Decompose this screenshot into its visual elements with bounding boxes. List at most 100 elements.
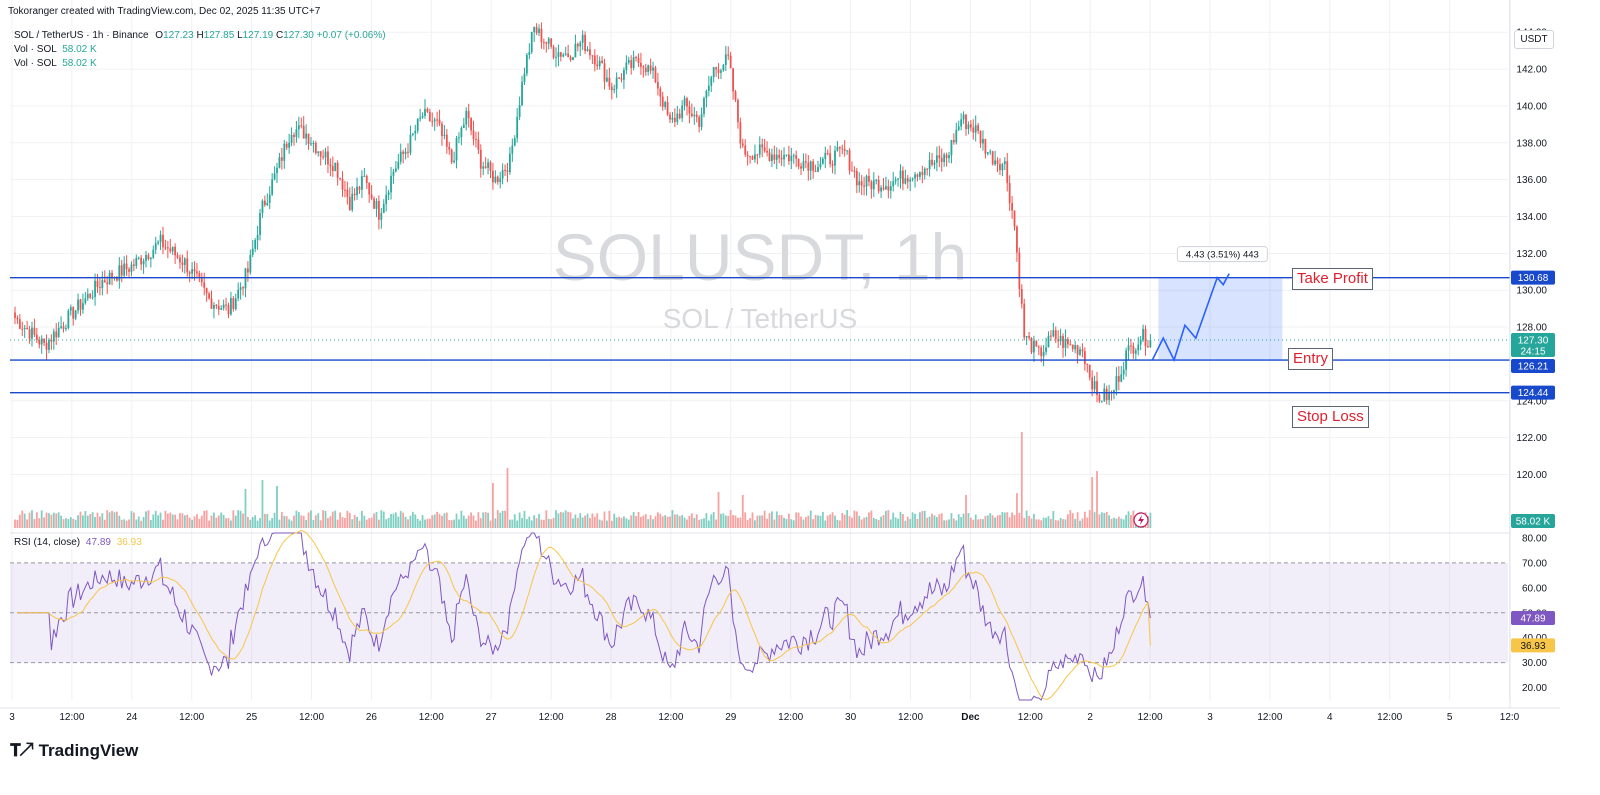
volume-bar	[205, 510, 208, 528]
volume-bar	[375, 512, 378, 528]
volume-bar	[421, 515, 424, 528]
volume-bar	[727, 515, 730, 528]
candle-body	[251, 248, 254, 255]
volume-bar	[118, 515, 121, 528]
volume-bar	[678, 516, 681, 528]
volume-bar	[960, 517, 963, 528]
candle-body	[60, 326, 62, 328]
candle-body	[1052, 330, 1055, 337]
volume-bar	[916, 518, 919, 528]
volume-bar	[196, 514, 198, 528]
candle-body	[1045, 347, 1047, 352]
volume-legend-1[interactable]: Vol · SOL 58.02 K	[14, 44, 97, 55]
volume-bar	[918, 512, 921, 528]
volume-bar	[256, 520, 259, 528]
volume-bar	[198, 518, 201, 528]
candle-body	[834, 150, 836, 166]
volume-bar	[552, 517, 555, 528]
candle-body	[271, 179, 274, 195]
candle-body	[734, 91, 737, 100]
volume-bar	[1006, 512, 1009, 528]
price-tick-label: 132.00	[1516, 249, 1547, 260]
candle-body	[1016, 226, 1018, 253]
lightning-glyph-icon	[1138, 515, 1144, 525]
candle-body	[838, 147, 841, 149]
rsi-tick-label: 80.00	[1522, 533, 1547, 544]
candle-body	[149, 257, 152, 260]
volume-bar	[649, 515, 652, 528]
candle-body	[1062, 336, 1064, 348]
volume-bar	[1052, 510, 1055, 528]
time-axis[interactable]: 3 12:00 24 12:00 25 12:00 26 12:00 27 12:00 28 12:0…	[0, 707, 1560, 723]
candle-body	[530, 31, 533, 53]
candle-body	[23, 327, 26, 329]
volume-bar	[652, 519, 654, 528]
candle-body	[426, 108, 429, 112]
stop-loss-label[interactable]: Stop Loss	[1292, 406, 1369, 428]
candle-body	[484, 166, 487, 168]
candle-body	[1008, 183, 1011, 204]
entry-label[interactable]: Entry	[1288, 348, 1334, 370]
volume-bar	[991, 515, 994, 528]
symbol-legend[interactable]: SOL / TetherUS · 1h · Binance O127.23 H1…	[14, 30, 386, 41]
candle-body	[375, 200, 378, 209]
candle-body	[909, 179, 912, 182]
volume-legend-2[interactable]: Vol · SOL 58.02 K	[14, 58, 97, 69]
volume-bar	[1057, 520, 1060, 528]
candle-body	[123, 263, 126, 276]
volume-bar	[1042, 517, 1045, 528]
volume-bar	[943, 520, 946, 528]
candle-body	[935, 155, 938, 163]
candle-body	[181, 262, 184, 265]
projection-box[interactable]	[1158, 277, 1283, 361]
volume-bar	[572, 518, 574, 528]
brand-footer[interactable]: 𝐓↗ TradingView	[10, 741, 138, 761]
volume-bar	[297, 512, 300, 528]
volume-bar	[1066, 514, 1069, 528]
volume-bar	[465, 518, 468, 528]
volume-bar	[402, 512, 405, 528]
candle-body	[48, 339, 50, 350]
candle-body	[707, 85, 710, 91]
candle-body	[996, 160, 999, 164]
volume-bar	[768, 513, 771, 528]
candle-body	[472, 130, 475, 140]
take-profit-label[interactable]: Take Profit	[1292, 268, 1373, 290]
volume-bar	[836, 519, 839, 528]
volume-bar	[227, 518, 230, 528]
candle-body	[246, 268, 249, 273]
volume-bar	[737, 517, 739, 528]
time-tick-label: 28	[605, 712, 617, 723]
candle-body	[783, 155, 785, 160]
rsi-legend[interactable]: RSI (14, close) 47.89 36.93	[14, 537, 142, 548]
volume-bar	[96, 512, 99, 528]
currency-button[interactable]: USDT	[1514, 30, 1554, 49]
volume-bar	[661, 516, 664, 528]
volume-bar	[732, 515, 734, 528]
volume-bar	[123, 519, 126, 528]
volume-bar	[261, 480, 264, 528]
candle-body	[1149, 339, 1152, 347]
candle-body	[300, 125, 303, 127]
volume-badge: 58.02 K	[1516, 517, 1551, 528]
volume-bar	[234, 515, 237, 528]
candle-body	[220, 308, 223, 310]
volume-bar	[492, 483, 494, 528]
candle-body	[82, 303, 84, 310]
candle-body	[887, 186, 890, 191]
candle-body	[800, 166, 802, 169]
volume-bar	[754, 520, 756, 528]
candle-body	[790, 155, 793, 162]
volume-bar	[18, 514, 21, 528]
volume-bar	[1127, 511, 1130, 528]
volume-bar	[1045, 517, 1047, 528]
projection-path[interactable]	[1151, 273, 1230, 363]
candle-body	[766, 151, 768, 153]
volume-bar	[635, 516, 637, 528]
volume-bar	[688, 515, 691, 528]
volume-bar	[1086, 517, 1089, 528]
candle-body	[771, 154, 773, 161]
candle-body	[703, 98, 705, 114]
price-axis[interactable]: 144.00142.00140.00138.00136.00134.00132.…	[1509, 0, 1547, 708]
candle-body	[802, 161, 805, 169]
